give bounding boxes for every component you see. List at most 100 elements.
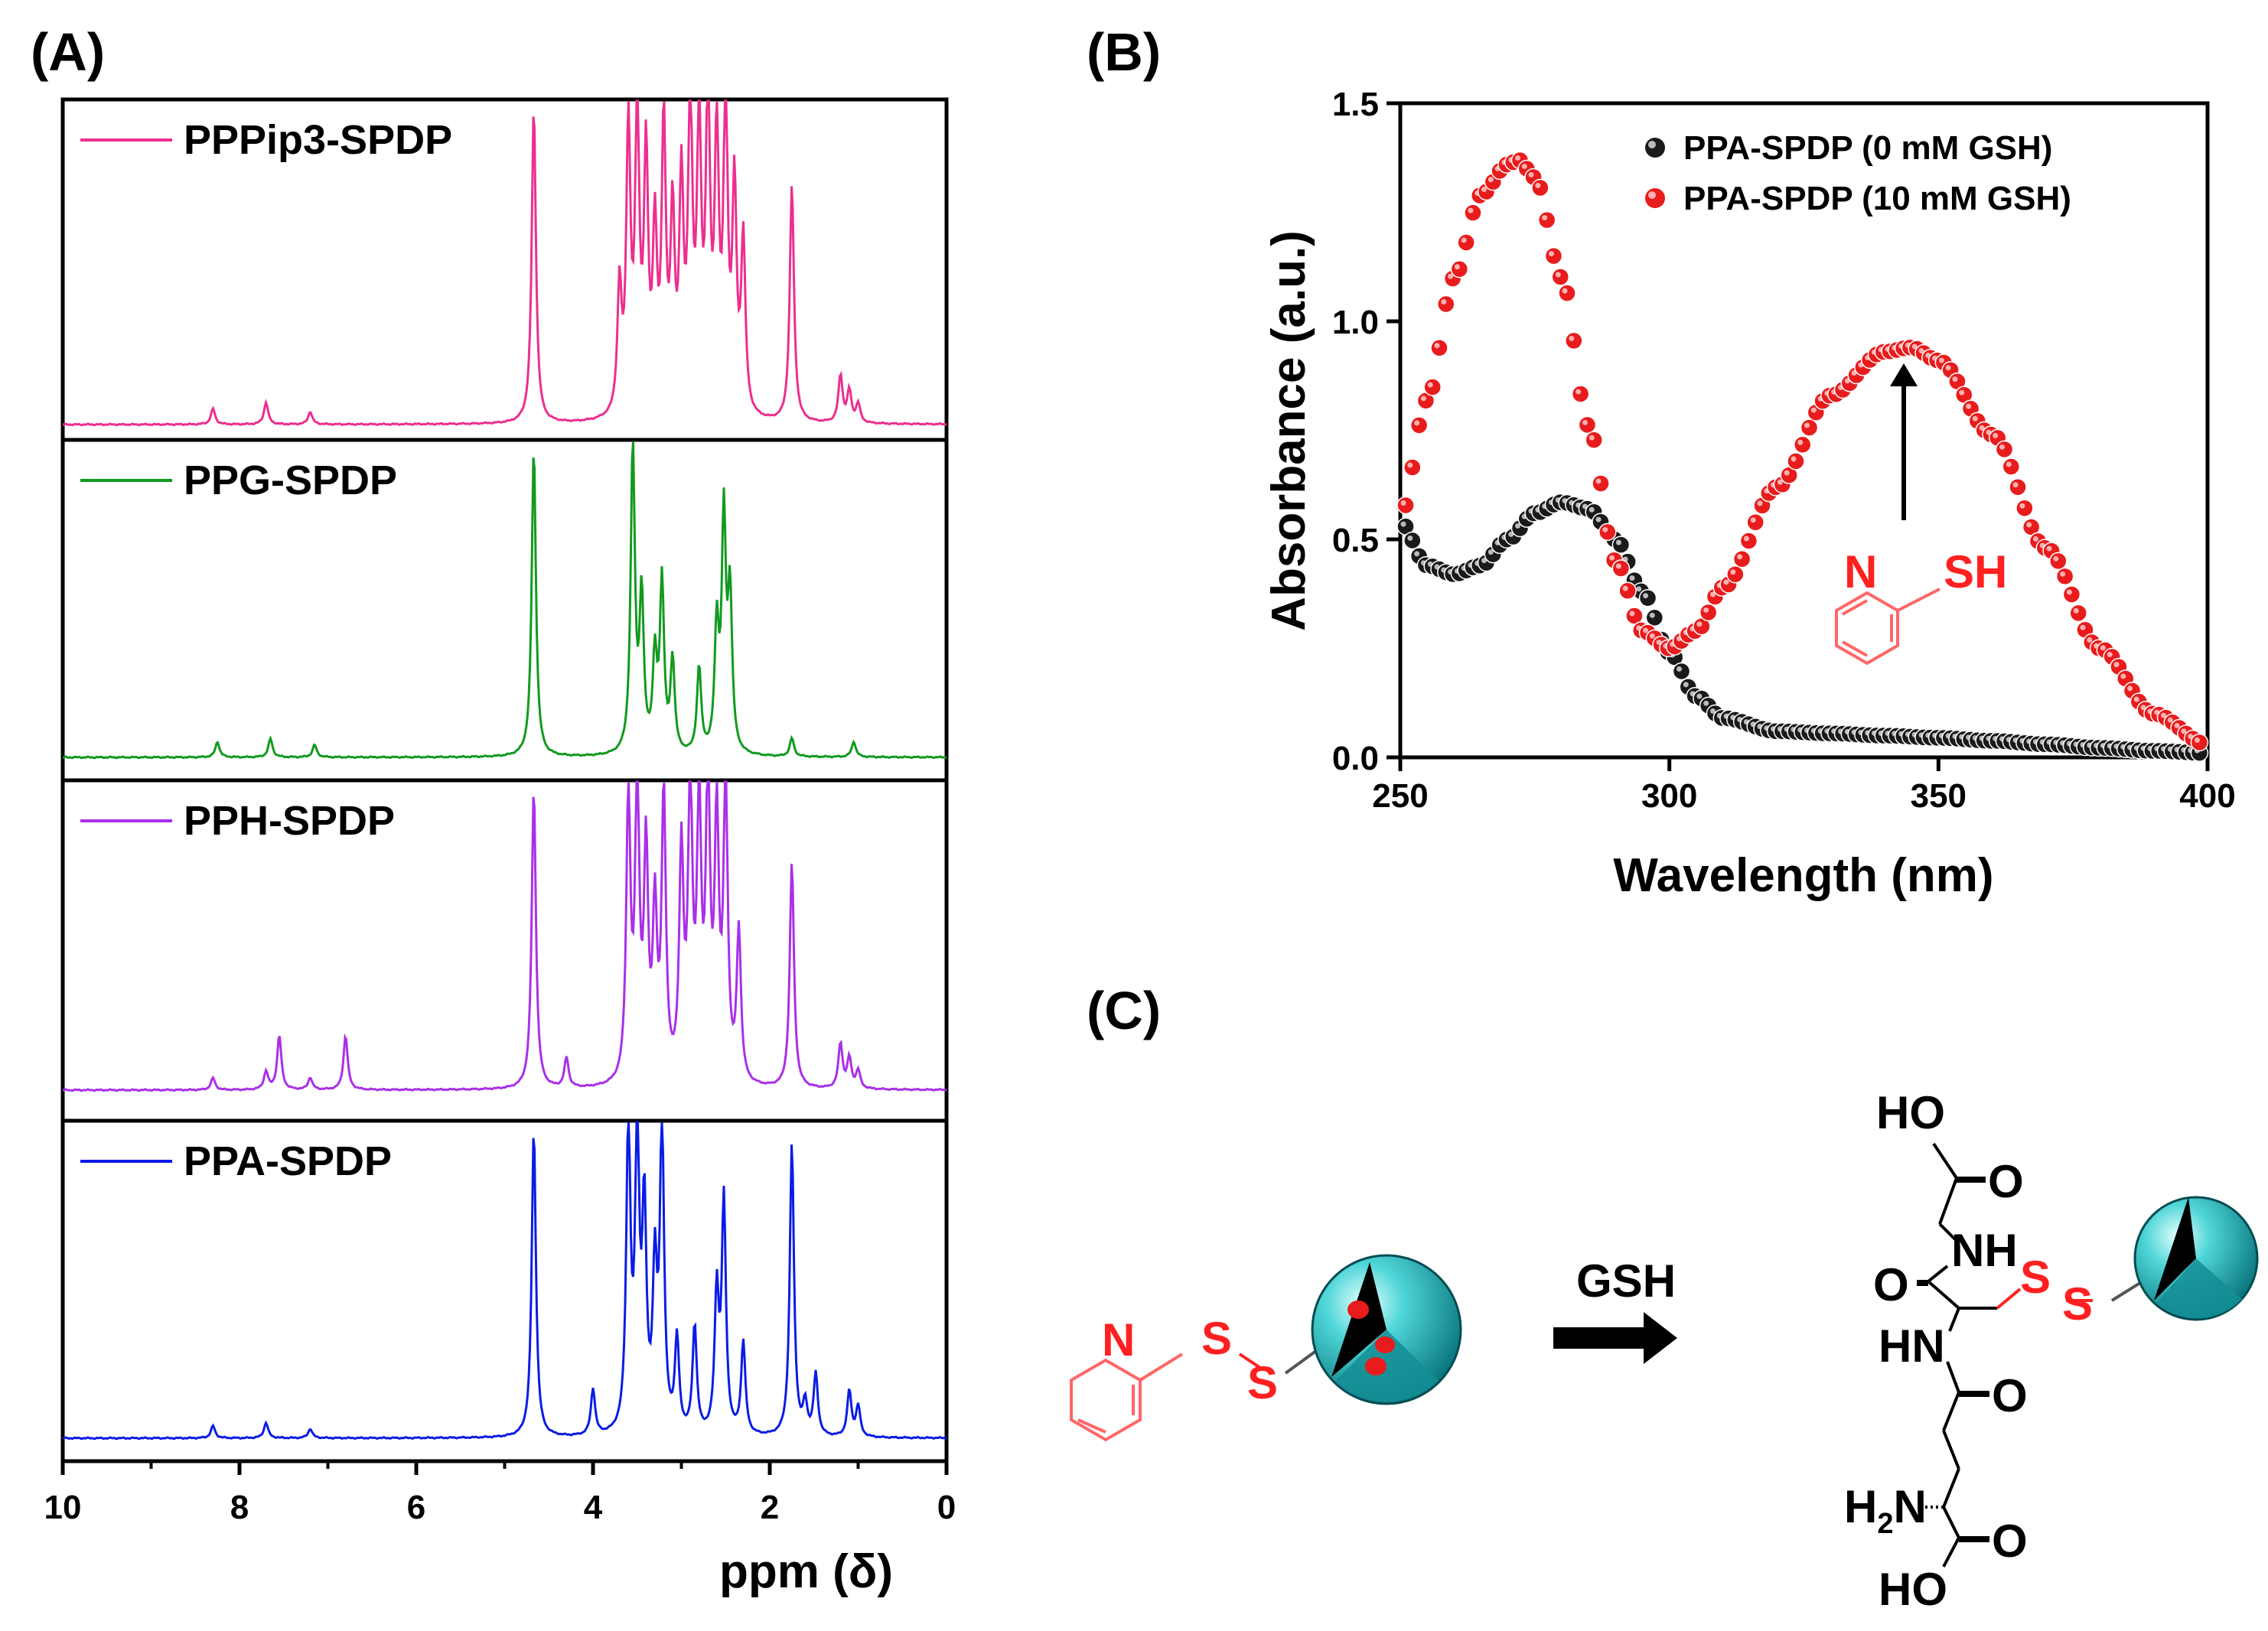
- uv-point-highlight: [2160, 712, 2166, 718]
- atom-n: N: [1844, 546, 1877, 597]
- uv-point-highlight: [1407, 462, 1413, 468]
- nmr-x-tick-label: 0: [937, 1489, 956, 1526]
- uv-x-axis-title: Wavelength (nm): [1613, 849, 1993, 902]
- uv-point-10mM: [2055, 567, 2074, 586]
- uv-point-highlight: [1643, 593, 1649, 599]
- uv-point-highlight: [1979, 425, 1985, 431]
- nmr-legend-label: PPG-SPDP: [184, 457, 397, 503]
- uv-point-highlight: [1562, 288, 1568, 294]
- uv-y-tick-label: 0.0: [1332, 740, 1379, 777]
- uv-point-highlight: [2174, 722, 2180, 728]
- bond: [1938, 1222, 1957, 1241]
- uv-x-tick-label: 250: [1372, 777, 1428, 815]
- uv-point-10mM: [1558, 284, 1576, 302]
- uv-point-10mM: [1457, 233, 1475, 252]
- nanoparticle-released: [2133, 1196, 2259, 1321]
- atom-ho: HO: [1879, 1564, 1947, 1615]
- uv-point-0mM: [1611, 536, 1631, 554]
- atom-o: O: [1992, 1515, 2028, 1567]
- nmr-x-tick-label: 8: [230, 1489, 249, 1526]
- uv-point-highlight: [2107, 652, 2113, 658]
- uv-point-highlight: [1420, 396, 1426, 402]
- uv-point-highlight: [1414, 420, 1420, 426]
- nmr-x-tick-label: 10: [44, 1489, 82, 1526]
- legend-marker-10mM: [1645, 188, 1665, 208]
- uv-point-10mM: [1551, 268, 1569, 286]
- uv-point-highlight: [2113, 662, 2120, 668]
- uv-point-highlight: [2181, 728, 2187, 734]
- uv-point-10mM: [2002, 457, 2021, 476]
- uv-point-highlight: [1737, 554, 1743, 560]
- uv-point-highlight: [1427, 382, 1433, 388]
- uv-point-10mM: [1544, 246, 1563, 265]
- uv-point-10mM: [1611, 559, 1631, 578]
- atom-n: N: [1102, 1314, 1135, 1366]
- uv-x-tick-label: 300: [1641, 777, 1697, 815]
- uv-point-highlight: [1730, 569, 1736, 575]
- uv-point-highlight: [2133, 696, 2139, 702]
- nmr-legend-label: PPA-SPDP: [184, 1138, 392, 1184]
- uv-point-highlight: [1696, 621, 1703, 627]
- uv-point-0mM: [1638, 588, 1657, 607]
- uv-point-highlight: [1683, 682, 1689, 688]
- uv-point-highlight: [1589, 506, 1595, 513]
- uv-point-highlight: [2032, 536, 2038, 542]
- reaction-arrow-shaft: [1553, 1327, 1645, 1349]
- uv-point-highlight: [1757, 500, 1763, 506]
- atom-hn: HN: [1879, 1320, 1945, 1372]
- uv-point-highlight: [1508, 531, 1514, 537]
- bond: [1927, 1280, 1960, 1310]
- uv-point-highlight: [2060, 571, 2066, 577]
- uv-point-10mM: [1430, 338, 1448, 357]
- uv-point-highlight: [1622, 585, 1628, 591]
- panel-label-c: (C): [1087, 981, 1161, 1040]
- nmr-x-tick-label: 2: [761, 1489, 779, 1526]
- uv-point-highlight: [1810, 407, 1817, 413]
- uv-point-highlight: [1535, 183, 1541, 189]
- uv-point-10mM: [1800, 418, 1819, 437]
- uv-point-highlight: [2073, 607, 2079, 614]
- nmr-legend-label: PPH-SPDP: [184, 798, 395, 844]
- uv-point-10mM: [2190, 733, 2209, 752]
- atom-o: O: [1988, 1156, 2024, 1207]
- c-s-bond: [1139, 1353, 1184, 1382]
- uv-point-highlight: [2120, 673, 2126, 679]
- uv-point-10mM: [1409, 416, 1429, 435]
- uv-point-10mM: [2069, 604, 2087, 623]
- atom-h2n-n: N: [1893, 1481, 1926, 1532]
- uv-y-tick-label: 1.0: [1332, 304, 1379, 341]
- nmr-x-axis-title: ppm (δ): [719, 1545, 893, 1598]
- uv-frame: [1398, 101, 2210, 760]
- uv-point-highlight: [1911, 343, 1918, 350]
- uv-point-10mM: [2009, 477, 2027, 496]
- reaction-arrow-head: [1644, 1312, 1677, 1364]
- uv-point-highlight: [2026, 522, 2032, 528]
- uv-point-highlight: [2080, 624, 2086, 630]
- uv-point-highlight: [1569, 335, 1575, 341]
- nmr-trace-3: [63, 780, 947, 1092]
- uv-point-0mM: [1403, 531, 1422, 550]
- uv-point-highlight: [2194, 737, 2200, 743]
- uv-point-highlight: [1441, 298, 1447, 304]
- uv-point-highlight: [1468, 207, 1474, 213]
- uv-point-highlight: [1636, 586, 1642, 592]
- bond: [1942, 1506, 1960, 1538]
- bond: [1996, 1288, 2022, 1310]
- uv-point-highlight: [1709, 591, 1716, 597]
- uv-arrow-head: [1890, 363, 1918, 386]
- uv-point-highlight: [1589, 435, 1595, 441]
- uv-point-highlight: [1514, 155, 1520, 161]
- bond: [1927, 1265, 1949, 1283]
- uv-point-highlight: [1615, 539, 1621, 545]
- nanoparticle-cutaway: [1331, 1262, 1387, 1377]
- uv-point-highlight: [1696, 693, 1703, 699]
- nmr-trace-4: [62, 1121, 947, 1441]
- uv-point-10mM: [1739, 532, 1758, 550]
- uv-point-highlight: [1481, 558, 1488, 564]
- uv-point-highlight: [1514, 523, 1520, 529]
- uv-point-highlight: [1609, 555, 1615, 561]
- uv-point-highlight: [2046, 545, 2052, 552]
- uv-point-10mM: [1793, 435, 1812, 454]
- uv-point-highlight: [1629, 610, 1635, 617]
